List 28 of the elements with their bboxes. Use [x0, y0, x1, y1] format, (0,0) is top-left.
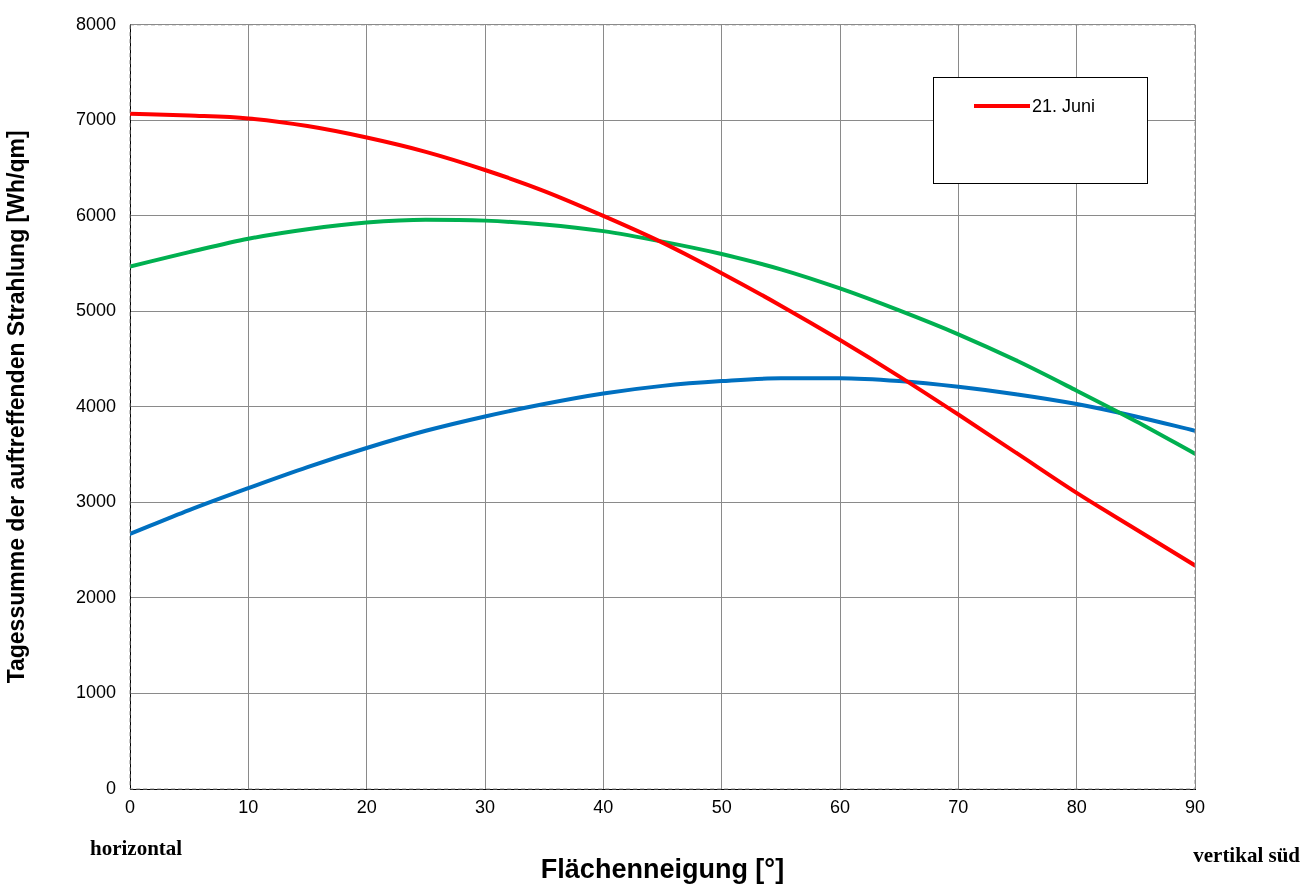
y-tick-label: 5000 [75, 300, 116, 321]
x-tick-label: 60 [829, 796, 851, 817]
y-tick-label: 3000 [75, 491, 116, 512]
y-tick-label: 4000 [75, 395, 116, 416]
x-tick-label: 20 [356, 796, 377, 817]
y-tick-label: 0 [105, 777, 116, 798]
x-tick-label: 10 [238, 796, 259, 817]
line-series [130, 376, 1195, 536]
line-series [130, 217, 1195, 456]
x-tick-label: 90 [1184, 796, 1206, 817]
x-tick-label: 80 [1066, 796, 1087, 817]
legend-frame: 21. Juni [933, 76, 1148, 184]
y-tick-label: 1000 [75, 682, 116, 703]
legend-label: 21. Juni [1032, 95, 1096, 117]
y-tick-label: 2000 [75, 586, 116, 607]
line-series [130, 111, 1195, 568]
text: vertikal süd [1193, 843, 1301, 868]
x-tick-label: 50 [711, 796, 732, 817]
y-axis-title: Tagessumme der auftreffenden Strahlung [Wh/qm] [3, 130, 30, 684]
x-tick-label: 0 [124, 796, 136, 817]
x-tick-label: 70 [948, 796, 969, 817]
x-tick-label: 40 [593, 796, 614, 817]
y-tick-label: 8000 [75, 13, 116, 34]
x-axis-title: Flächenneigung [°] [540, 854, 785, 885]
y-tick-label: 6000 [75, 204, 116, 225]
text: horizontal [90, 836, 183, 861]
x-tick-label: 30 [474, 796, 496, 817]
y-tick-label: 7000 [75, 109, 116, 130]
